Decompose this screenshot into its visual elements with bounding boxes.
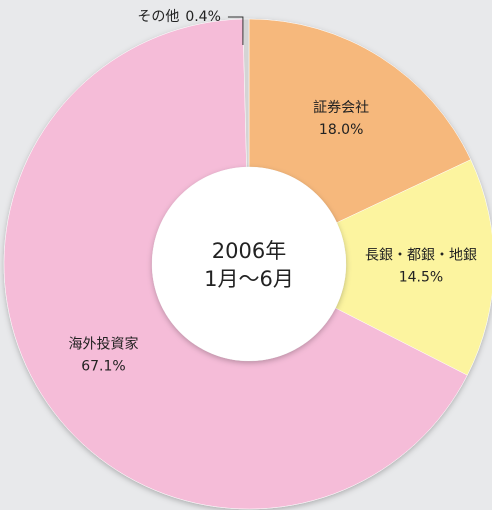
center-label: 2006年: [212, 239, 286, 263]
slice-value: 18.0%: [319, 122, 363, 138]
donut: [3, 18, 492, 510]
leader-line: [227, 16, 244, 45]
slice-value: 67.1%: [81, 359, 125, 375]
slice-value: 14.5%: [399, 270, 443, 286]
center-label: 1月〜6月: [204, 267, 294, 291]
slice-value: 0.4%: [185, 9, 221, 25]
slice-label: 長銀・都銀・地銀: [365, 248, 477, 264]
slice-label: 海外投資家: [68, 336, 138, 353]
slice-label: その他: [137, 9, 179, 25]
slice-label: 証券会社: [313, 100, 369, 116]
donut-hole: [152, 167, 346, 361]
